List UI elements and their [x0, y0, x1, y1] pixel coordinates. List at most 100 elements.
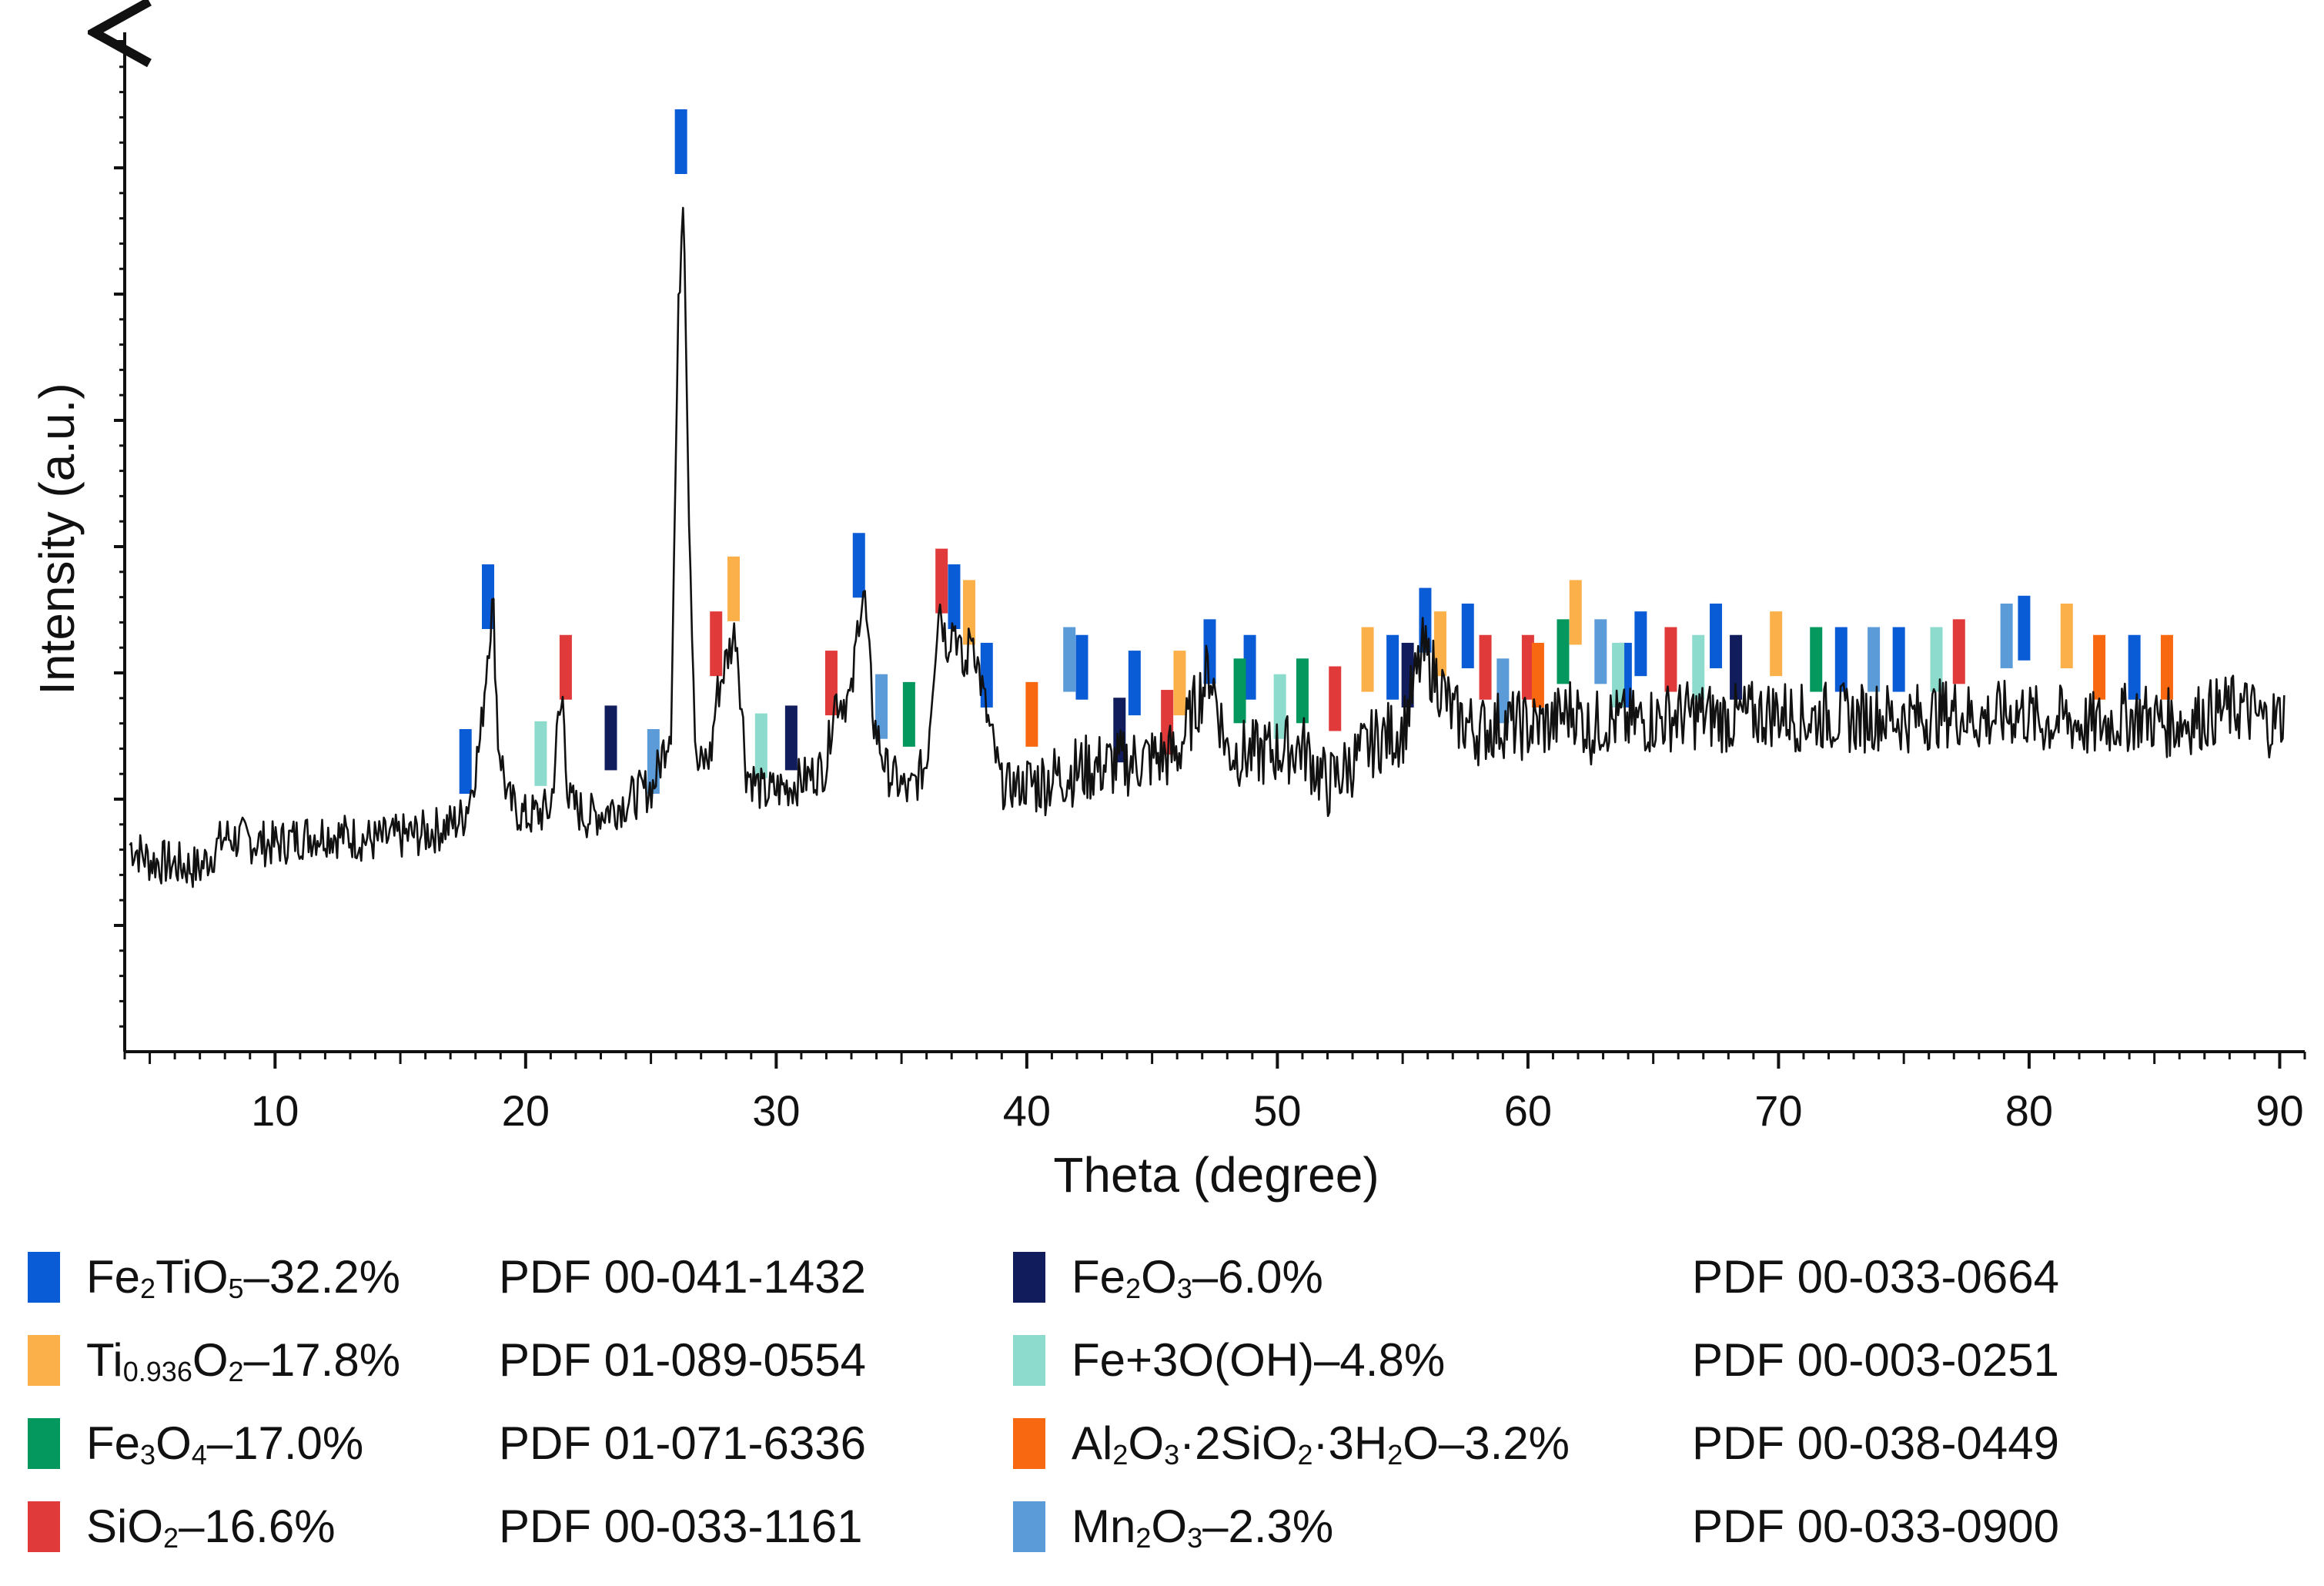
peak-marker-fe-3o-oh- — [754, 713, 767, 778]
legend-item: Ti0.936O2–17.8% — [28, 1319, 400, 1402]
x-tick-label: 40 — [1003, 1086, 1051, 1135]
legend: Fe2TiO5–32.2% Ti0.936O2–17.8% Fe3O4–17.0% S… — [28, 1236, 2306, 1574]
peak-marker-mn2o3 — [1063, 627, 1076, 692]
legend-label: Fe3O4–17.0% — [86, 1417, 364, 1471]
peak-marker-fe2tio5 — [1710, 603, 1723, 668]
legend-label: Fe2TiO5–32.2% — [86, 1251, 401, 1305]
peak-marker-mn2o3 — [1496, 658, 1510, 724]
peak-marker-fe2tio5 — [980, 642, 993, 708]
peak-marker-mn2o3 — [1868, 627, 1881, 692]
peak-marker-fe2tio5 — [1634, 611, 1647, 677]
legend-pdf-code: PDF 00-033-1161 — [499, 1501, 863, 1552]
peak-marker-fe2tio5 — [1834, 627, 1847, 692]
legend-left-column: Fe2TiO5–32.2% Ti0.936O2–17.8% Fe3O4–17.0% S… — [28, 1236, 400, 1568]
x-axis — [123, 1050, 2306, 1069]
peak-marker-fe2tio5 — [1386, 634, 1399, 700]
peak-marker-fe2tio5 — [482, 564, 494, 630]
peak-marker-fe-3o-oh- — [1273, 674, 1286, 739]
legend-item: Fe2O3–6.0% — [1013, 1236, 1570, 1319]
phase-peak-markers — [459, 109, 2173, 795]
peak-marker-ti0-936o2 — [1361, 627, 1374, 692]
peak-marker-fe2tio5 — [1892, 627, 1905, 692]
x-axis-title: Theta (degree) — [1053, 1147, 1379, 1203]
legend-item: Mn2O3–2.3% — [1013, 1485, 1570, 1568]
legend-swatch — [1013, 1335, 1045, 1386]
x-tick-label: 90 — [2255, 1086, 2303, 1135]
legend-swatch — [1013, 1252, 1045, 1303]
legend-item: Fe+3O(OH)–4.8% — [1013, 1319, 1570, 1402]
peak-marker-mn2o3 — [875, 674, 888, 739]
peak-marker-fe3o4 — [1233, 658, 1246, 724]
legend-right-column: Fe2O3–6.0% Fe+3O(OH)–4.8% Al2O3·2SiO2·3H2O… — [1013, 1236, 1570, 1568]
peak-marker-fe-3o-oh- — [1692, 634, 1705, 700]
x-tick-label: 80 — [2005, 1086, 2053, 1135]
peak-marker-fe2o3 — [604, 705, 617, 771]
peak-marker-mn2o3 — [1594, 619, 1607, 684]
legend-item: Al2O3·2SiO2·3H2O–3.2% — [1013, 1402, 1570, 1485]
peak-marker-al2o3-2sio2-3h2o — [1025, 681, 1038, 747]
peak-marker-al2o3-2sio2-3h2o — [2093, 634, 2106, 700]
peak-marker-fe2tio5 — [2128, 634, 2141, 700]
legend-swatch — [28, 1501, 60, 1552]
peak-marker-fe3o4 — [1557, 619, 1570, 684]
x-tick-label: 60 — [1504, 1086, 1552, 1135]
peak-marker-fe3o4 — [1296, 658, 1309, 724]
x-tick-label: 30 — [752, 1086, 800, 1135]
legend-left-pdf-column: PDF 00-041-1432 PDF 01-089-0554 PDF 01-071… — [499, 1236, 866, 1568]
peak-marker-fe3o4 — [1810, 627, 1823, 692]
y-axis-title: Intensity (a.u.) — [29, 383, 85, 695]
peak-marker-al2o3-2sio2-3h2o — [2160, 634, 2173, 700]
legend-pdf-code: PDF 01-089-0554 — [499, 1334, 866, 1386]
peak-marker-sio2 — [1664, 627, 1677, 692]
legend-pdf-code: PDF 00-033-0900 — [1692, 1501, 2059, 1552]
xrd-chart: 10 20 30 40 50 60 70 80 90 Theta (degree) Intens… — [29, 0, 2306, 1203]
legend-label: Fe2O3–6.0% — [1072, 1251, 1323, 1305]
peak-marker-fe2tio5 — [1203, 619, 1216, 684]
legend-swatch — [1013, 1501, 1045, 1552]
peak-marker-fe2tio5 — [1128, 651, 1141, 716]
legend-swatch — [28, 1252, 60, 1303]
peak-marker-fe2tio5 — [1243, 634, 1256, 700]
legend-label: Fe+3O(OH)–4.8% — [1072, 1334, 1446, 1386]
peak-marker-fe2o3 — [784, 705, 798, 771]
peak-marker-fe-3o-oh- — [1930, 627, 1943, 692]
y-axis — [114, 32, 125, 1052]
peak-marker-sio2 — [935, 548, 948, 614]
peak-marker-fe-3o-oh- — [534, 721, 547, 786]
peak-marker-mn2o3 — [2000, 603, 2013, 668]
peak-marker-sio2 — [1952, 619, 1965, 684]
peak-marker-fe2tio5 — [2018, 595, 2031, 661]
peak-marker-sio2 — [824, 651, 838, 716]
peak-marker-sio2 — [1329, 666, 1342, 731]
legend-pdf-code: PDF 01-071-6336 — [499, 1417, 866, 1469]
peak-marker-sio2 — [559, 634, 572, 700]
x-tick-label: 70 — [1754, 1086, 1802, 1135]
peak-marker-ti0-936o2 — [1569, 580, 1582, 645]
x-tick-label: 10 — [251, 1086, 299, 1135]
peak-marker-ti0-936o2 — [1173, 651, 1186, 716]
x-tick-label: 50 — [1253, 1086, 1301, 1135]
legend-pdf-code: PDF 00-003-0251 — [1692, 1334, 2059, 1386]
peak-marker-ti0-936o2 — [1770, 611, 1783, 677]
peak-marker-ti0-936o2 — [727, 556, 741, 621]
legend-swatch — [28, 1335, 60, 1386]
peak-marker-fe2tio5 — [852, 533, 865, 598]
peak-marker-ti0-936o2 — [962, 580, 975, 645]
xrd-pattern-line — [129, 206, 2286, 888]
peak-marker-sio2 — [1479, 634, 1492, 700]
legend-item: Fe3O4–17.0% — [28, 1402, 400, 1485]
x-tick-labels: 10 20 30 40 50 60 70 80 90 — [251, 1086, 2303, 1135]
peak-marker-al2o3-2sio2-3h2o — [1531, 642, 1544, 708]
peak-marker-fe2tio5 — [1461, 603, 1474, 668]
peak-marker-fe2o3 — [1730, 634, 1743, 700]
peak-marker-fe2tio5 — [459, 729, 472, 795]
legend-pdf-code: PDF 00-033-0664 — [1692, 1251, 2059, 1303]
legend-right-pdf-column: PDF 00-033-0664 PDF 00-003-0251 PDF 00-038… — [1692, 1236, 2059, 1568]
peak-marker-fe2tio5 — [1075, 634, 1088, 700]
legend-item: Fe2TiO5–32.2% — [28, 1236, 400, 1319]
legend-label: Mn2O3–2.3% — [1072, 1501, 1334, 1554]
peak-marker-sio2 — [1521, 634, 1534, 700]
peak-marker-ti0-936o2 — [2060, 603, 2073, 668]
legend-item: SiO2–16.6% — [28, 1485, 400, 1568]
legend-pdf-code: PDF 00-038-0449 — [1692, 1417, 2059, 1469]
